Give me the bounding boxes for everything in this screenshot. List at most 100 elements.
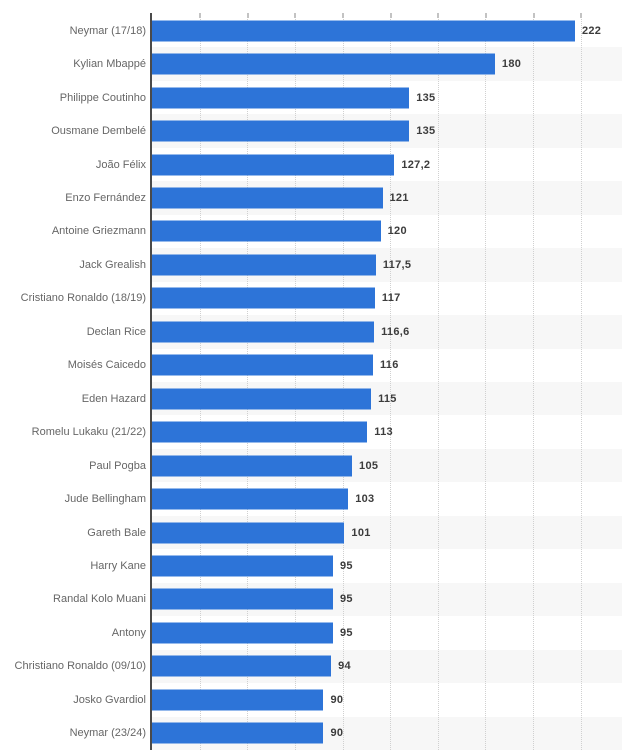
plot-cell: 115 (152, 381, 622, 416)
bar[interactable] (152, 689, 324, 711)
chart-row: Kylian Mbappé 180 (0, 47, 622, 81)
category-label: Jack Grealish (79, 258, 146, 271)
chart-row: Neymar (17/18) 222 (0, 14, 622, 47)
plot-cell: 120 (152, 215, 622, 248)
bar[interactable] (152, 354, 373, 376)
chart-row: Declan Rice 116,6 (0, 315, 622, 349)
plot-cell: 101 (152, 515, 622, 550)
bar[interactable] (152, 154, 395, 176)
y-axis-line (150, 13, 152, 750)
category-label: Antony (111, 626, 146, 639)
plot-cell: 95 (152, 616, 622, 649)
value-label: 95 (339, 626, 353, 639)
value-label: 94 (338, 660, 351, 673)
plot-cell: 222 (152, 14, 622, 47)
plot-cell: 105 (152, 448, 622, 483)
category-label: Josko Gvardiol (73, 693, 146, 706)
plot-cell: 117 (152, 282, 622, 315)
value-label: 90 (330, 727, 344, 740)
category-label: Neymar (23/24) (69, 727, 146, 740)
value-label: 115 (378, 392, 397, 405)
plot-cell: 121 (152, 181, 622, 215)
chart-row: Moisés Caicedo 116 (0, 349, 622, 382)
bar[interactable] (152, 287, 375, 309)
plot-cell: 116,6 (152, 315, 622, 349)
bar[interactable] (152, 588, 333, 610)
bar[interactable] (152, 321, 375, 343)
value-label: 127,2 (401, 158, 431, 171)
chart-row: Eden Hazard 115 (0, 381, 622, 416)
bar[interactable] (152, 87, 410, 109)
value-label: 121 (389, 191, 409, 204)
category-label: Ousmane Dembelé (51, 125, 146, 138)
bar[interactable] (152, 455, 353, 477)
category-label: Christiano Ronaldo (09/10) (14, 660, 146, 673)
bar[interactable] (152, 120, 410, 142)
chart-row: Romelu Lukaku (21/22) 113 (0, 415, 622, 448)
category-label: João Félix (95, 158, 146, 171)
bar[interactable] (152, 187, 383, 209)
value-label: 103 (355, 493, 375, 506)
chart-rows: Neymar (17/18) 222 Kylian Mbappé 180 Philipp… (0, 14, 622, 750)
bar[interactable] (152, 388, 372, 410)
chart-row: Antony 95 (0, 616, 622, 649)
bar[interactable] (152, 622, 333, 644)
bar[interactable] (152, 421, 368, 443)
value-label: 101 (351, 526, 371, 539)
chart-row: Ousmane Dembelé 135 (0, 114, 622, 148)
value-label: 95 (339, 593, 353, 606)
value-label: 135 (416, 125, 436, 138)
plot-cell: 127,2 (152, 148, 622, 181)
value-label: 105 (359, 459, 379, 472)
chart-row: João Félix 127,2 (0, 148, 622, 181)
value-label: 180 (501, 58, 522, 71)
plot-cell: 103 (152, 482, 622, 515)
category-label: Philippe Coutinho (59, 91, 146, 104)
category-label: Neymar (17/18) (69, 24, 146, 37)
category-label: Enzo Fernández (65, 191, 146, 204)
category-label: Randal Kolo Muani (53, 593, 146, 606)
value-label: 120 (387, 225, 407, 238)
chart-row: Josko Gvardiol 90 (0, 683, 622, 716)
bar[interactable] (152, 53, 495, 75)
category-label: Cristiano Ronaldo (18/19) (20, 292, 146, 305)
category-label: Moisés Caicedo (67, 359, 146, 372)
value-label: 222 (581, 24, 602, 37)
category-label: Eden Hazard (81, 392, 146, 405)
chart-row: Christiano Ronaldo (09/10) 94 (0, 649, 622, 684)
plot-cell: 94 (152, 649, 622, 684)
bar[interactable] (152, 655, 332, 677)
chart-row: Jude Bellingham 103 (0, 482, 622, 515)
bar[interactable] (152, 254, 376, 276)
plot-cell: 180 (152, 47, 622, 81)
category-label: Gareth Bale (87, 526, 146, 539)
bar[interactable] (152, 522, 345, 544)
bar[interactable] (152, 555, 333, 577)
category-label: Antoine Griezmann (51, 225, 146, 238)
plot-cell: 95 (152, 582, 622, 617)
plot-cell: 116 (152, 349, 622, 382)
plot-cell: 135 (152, 114, 622, 148)
plot-cell: 90 (152, 716, 622, 750)
plot-cell: 113 (152, 415, 622, 448)
chart-row: Antoine Griezmann 120 (0, 215, 622, 248)
category-label: Harry Kane (90, 559, 146, 572)
category-label: Paul Pogba (89, 459, 146, 472)
chart-row: Philippe Coutinho 135 (0, 81, 622, 114)
value-label: 117 (381, 292, 401, 305)
plot-cell: 135 (152, 81, 622, 114)
value-label: 113 (374, 426, 393, 439)
plot-cell: 95 (152, 549, 622, 582)
bar[interactable] (152, 20, 575, 42)
plot-cell: 117,5 (152, 248, 622, 282)
bar[interactable] (152, 488, 349, 510)
value-label: 116 (379, 359, 399, 372)
value-label: 116,6 (381, 325, 410, 338)
chart-row: Paul Pogba 105 (0, 448, 622, 483)
bar[interactable] (152, 220, 381, 242)
bar[interactable] (152, 722, 324, 744)
chart-row: Neymar (23/24) 90 (0, 716, 622, 750)
chart-row: Randal Kolo Muani 95 (0, 582, 622, 617)
category-label: Jude Bellingham (64, 493, 146, 506)
